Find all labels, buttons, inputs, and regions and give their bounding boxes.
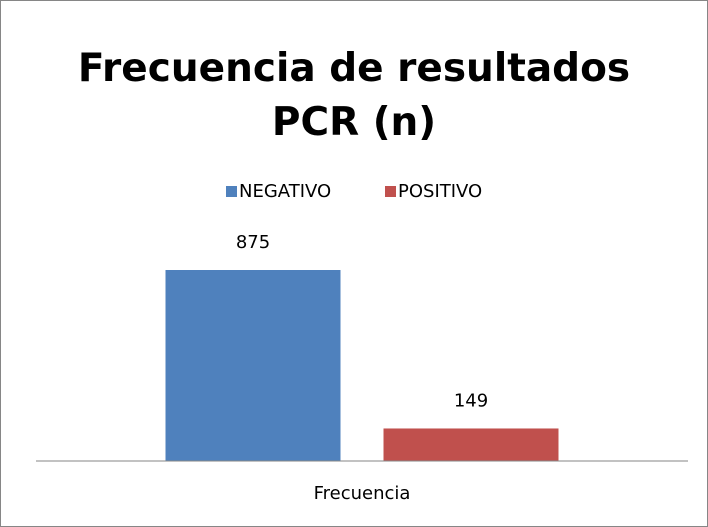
data-label: 875 [236,232,270,253]
x-tick-label: Frecuencia [314,483,411,504]
data-label: 149 [454,390,488,411]
bar [165,270,341,461]
chart-title: Frecuencia de resultados PCR (n) [77,46,631,145]
legend-label: NEGATIVO [239,181,331,202]
legend-swatch [226,186,237,197]
legend-label: POSITIVO [398,181,482,202]
bar [383,428,559,461]
legend-swatch [385,186,396,197]
